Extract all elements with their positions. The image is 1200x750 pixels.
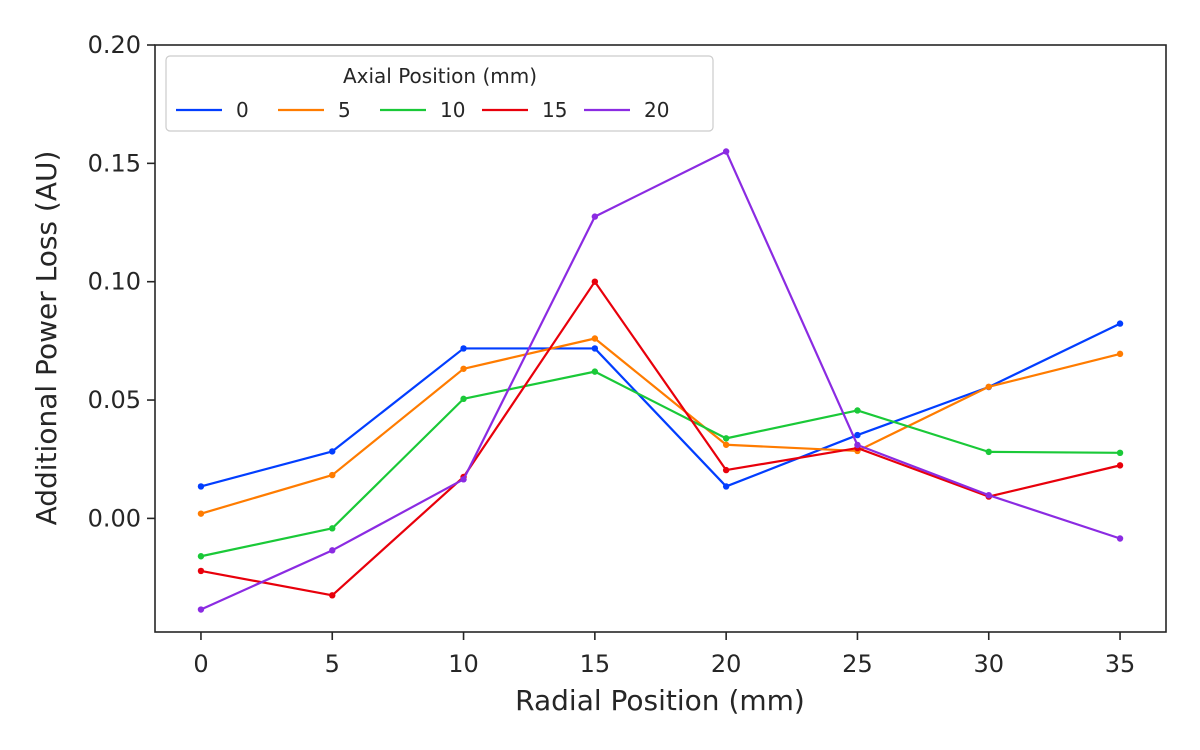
data-point: [1116, 350, 1124, 358]
legend-label: 5: [338, 98, 351, 122]
series-line-0: [200, 322, 1121, 488]
data-point: [591, 278, 599, 285]
series-line-10: [200, 370, 1121, 558]
data-point: [197, 553, 205, 560]
data-point: [460, 395, 467, 403]
data-point: [985, 491, 992, 499]
data-point: [854, 407, 861, 414]
x-tick-label: 0: [193, 650, 208, 678]
y-axis: 0.00 0.05 0.10 0.15 0.20: [88, 31, 155, 532]
data-point: [1116, 320, 1124, 327]
data-point: [722, 148, 730, 155]
data-point: [854, 431, 861, 439]
data-point: [197, 483, 205, 490]
data-point: [197, 567, 205, 575]
data-point: [985, 383, 992, 390]
data-point: [329, 525, 336, 532]
data-point: [722, 466, 730, 474]
data-point: [591, 213, 599, 220]
series-line-5: [200, 337, 1121, 515]
x-tick-label: 25: [842, 650, 873, 678]
data-point: [460, 345, 467, 352]
legend: Axial Position (mm) 0 5 10 15 20: [165, 55, 714, 132]
legend-label: 0: [236, 98, 249, 122]
data-point: [329, 547, 336, 554]
x-tick-label: 30: [973, 650, 1004, 678]
data-point: [722, 435, 730, 442]
data-point: [460, 365, 467, 372]
x-axis-label: Radial Position (mm): [515, 684, 805, 717]
legend-box: [165, 55, 714, 132]
data-point: [854, 441, 861, 449]
data-point: [197, 606, 205, 613]
series-line-15: [200, 280, 1121, 597]
data-point: [591, 368, 599, 375]
x-tick-label: 20: [711, 650, 742, 678]
data-point: [985, 448, 992, 456]
y-tick-label: 0.20: [88, 31, 141, 59]
data-point: [591, 335, 599, 342]
x-tick-label: 10: [448, 650, 479, 678]
data-point: [722, 483, 730, 490]
series-line-20: [200, 150, 1121, 611]
legend-title: Axial Position (mm): [343, 64, 537, 88]
x-tick-label: 35: [1105, 650, 1136, 678]
data-point: [722, 441, 730, 448]
legend-entries: 0 5 10 15 20: [176, 98, 669, 122]
legend-label: 20: [644, 98, 669, 122]
data-point: [329, 592, 336, 599]
y-axis-label: Additional Power Loss (AU): [30, 151, 63, 526]
data-point: [460, 476, 467, 483]
y-tick-label: 0.10: [88, 268, 141, 296]
data-point: [1116, 535, 1124, 542]
legend-label: 10: [440, 98, 465, 122]
x-axis: 0 5 10 15 20 25 30 35: [193, 632, 1135, 678]
x-tick-label: 5: [325, 650, 340, 678]
y-tick-label: 0.15: [88, 149, 141, 177]
plot-area: [197, 148, 1124, 613]
data-point: [1116, 462, 1124, 469]
axes-frame: [154, 44, 1167, 633]
x-tick-label: 15: [580, 650, 611, 678]
y-tick-label: 0.00: [88, 504, 141, 532]
data-point: [1116, 449, 1124, 457]
y-tick-label: 0.05: [88, 386, 141, 414]
data-point: [329, 471, 336, 479]
data-point: [591, 345, 599, 352]
data-point: [329, 448, 336, 455]
data-point: [197, 510, 205, 517]
legend-label: 15: [542, 98, 567, 122]
